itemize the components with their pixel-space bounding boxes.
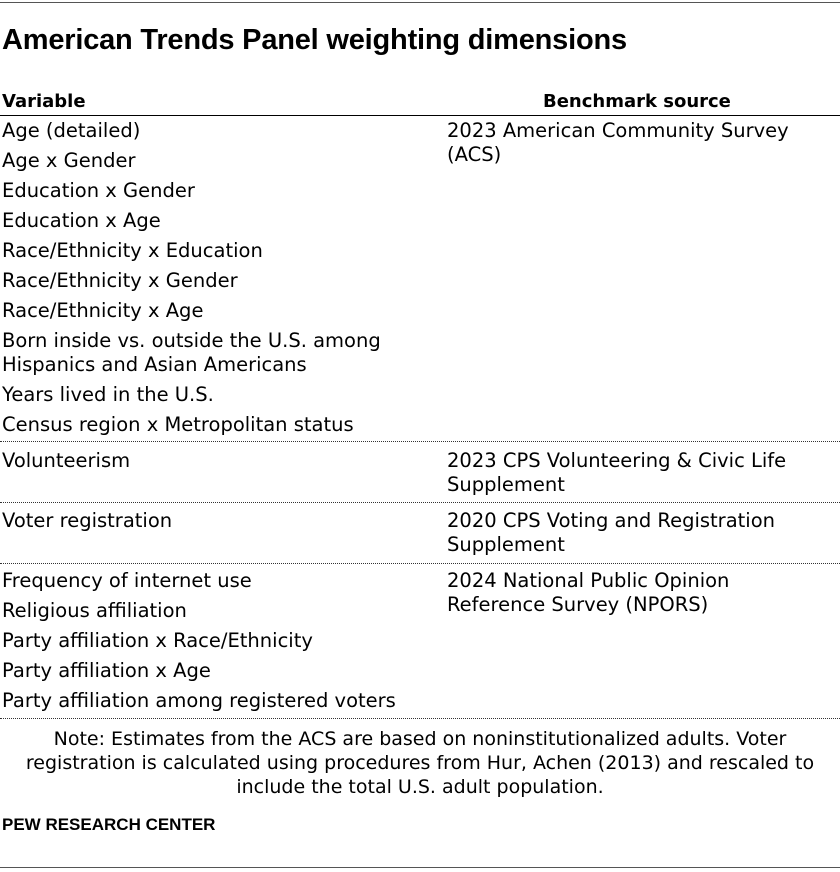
variable-item: Age (detailed) [2, 119, 141, 142]
source-footer: PEW RESEARCH CENTER [2, 815, 216, 834]
column-header-source: Benchmark source [543, 91, 731, 112]
column-header-variable: Variable [2, 91, 86, 112]
variable-item: Party affiliation x Age [2, 659, 211, 682]
benchmark-source: 2024 National Public Opinion Reference S… [447, 569, 730, 616]
top-rule [0, 2, 840, 3]
variable-item: Party affiliation among registered voter… [2, 689, 396, 712]
variable-item: Religious affiliation [2, 599, 187, 622]
variable-item: Frequency of internet use [2, 569, 252, 592]
variable-list: Frequency of internet use Religious affi… [2, 569, 432, 719]
row-divider [0, 441, 840, 442]
variable-item: Race/Ethnicity x Gender [2, 269, 238, 292]
footnote: Note: Estimates from the ACS are based o… [25, 728, 815, 798]
variable-list: Volunteerism [2, 449, 432, 479]
variable-item: Education x Age [2, 209, 161, 232]
variable-item: Race/Ethnicity x Education [2, 239, 263, 262]
header-rule [0, 115, 840, 116]
row-divider [0, 563, 840, 564]
variable-item: Volunteerism [2, 449, 131, 472]
benchmark-source: 2023 American Community Survey (ACS) [447, 119, 789, 166]
variable-item: Education x Gender [2, 179, 195, 202]
variable-item: Years lived in the U.S. [2, 383, 214, 406]
variable-item: Voter registration [2, 509, 173, 532]
variable-item: Census region x Metropolitan status [2, 413, 354, 436]
row-divider [0, 502, 840, 503]
variable-item: Born inside vs. outside the U.S. among H… [2, 329, 381, 376]
variable-item: Party affiliation x Race/Ethnicity [2, 629, 313, 652]
variable-item: Race/Ethnicity x Age [2, 299, 204, 322]
variable-list: Voter registration [2, 509, 432, 539]
variable-list: Age (detailed) Age x Gender Education x … [2, 119, 432, 443]
row-divider [0, 718, 840, 719]
variable-item: Age x Gender [2, 149, 136, 172]
bottom-rule [0, 867, 840, 868]
benchmark-source: 2020 CPS Voting and Registration Supplem… [447, 509, 776, 556]
benchmark-source: 2023 CPS Volunteering & Civic Life Suppl… [447, 449, 787, 496]
page-title: American Trends Panel weighting dimensio… [2, 24, 627, 56]
